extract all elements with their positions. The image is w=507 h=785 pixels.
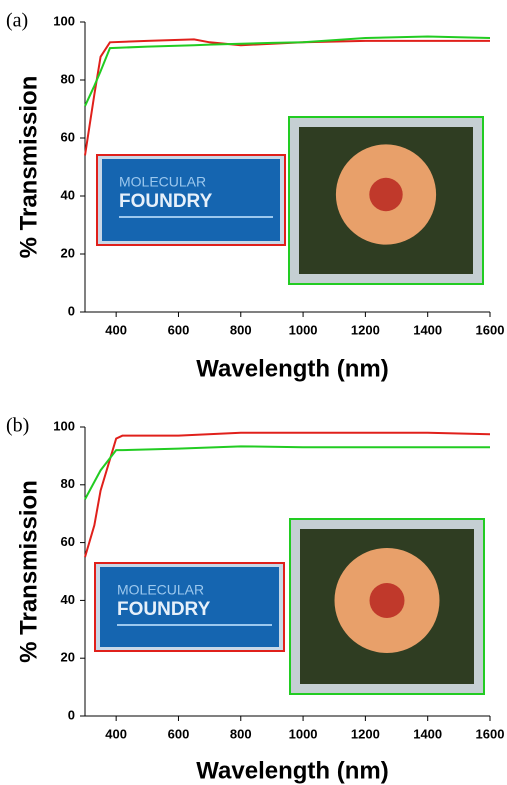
x-tick-label: 1600: [476, 726, 505, 741]
y-tick-label: 20: [61, 650, 75, 665]
x-tick-label: 600: [168, 322, 190, 337]
panel-label: (b): [6, 415, 29, 437]
logo: [102, 159, 280, 241]
y-tick-label: 40: [61, 592, 75, 607]
y-axis-label: % Transmission: [15, 480, 42, 663]
x-tick-label: 400: [105, 726, 127, 741]
logo: [100, 567, 279, 647]
flower-center: [369, 177, 403, 212]
x-tick-label: 800: [230, 726, 252, 741]
x-tick-label: 1200: [351, 726, 380, 741]
flower-center: [369, 583, 405, 618]
series-line: [84, 431, 491, 558]
x-tick-label: 1000: [289, 322, 318, 337]
y-tick-label: 60: [61, 129, 75, 144]
series-line: [84, 445, 490, 500]
y-tick-label: 60: [61, 534, 75, 549]
x-tick-label: 400: [105, 322, 127, 337]
y-tick-label: 0: [68, 707, 75, 722]
series-line: [84, 35, 491, 107]
x-axis-label: Wavelength (nm): [196, 757, 388, 784]
x-tick-label: 1000: [289, 726, 318, 741]
x-tick-label: 1600: [476, 322, 505, 337]
logo-text: MOLECULAR: [119, 174, 206, 190]
y-axis-label: % Transmission: [15, 76, 42, 259]
panel-label: (a): [6, 10, 28, 32]
x-tick-label: 1200: [351, 322, 380, 337]
x-axis-label: Wavelength (nm): [196, 355, 388, 382]
y-tick-label: 80: [61, 71, 75, 86]
y-tick-label: 100: [53, 418, 75, 433]
y-tick-label: 0: [68, 303, 75, 318]
y-tick-label: 100: [53, 13, 75, 28]
y-tick-label: 20: [61, 245, 75, 260]
y-tick-label: 80: [61, 476, 75, 491]
series-line: [84, 38, 490, 156]
y-tick-label: 40: [61, 187, 75, 202]
x-tick-label: 600: [168, 726, 190, 741]
x-tick-label: 800: [230, 322, 252, 337]
x-tick-label: 1400: [413, 726, 442, 741]
logo-text: MOLECULAR: [117, 582, 204, 598]
logo-text: FOUNDRY: [119, 191, 213, 212]
logo-text: FOUNDRY: [117, 599, 211, 620]
x-tick-label: 1400: [413, 322, 442, 337]
